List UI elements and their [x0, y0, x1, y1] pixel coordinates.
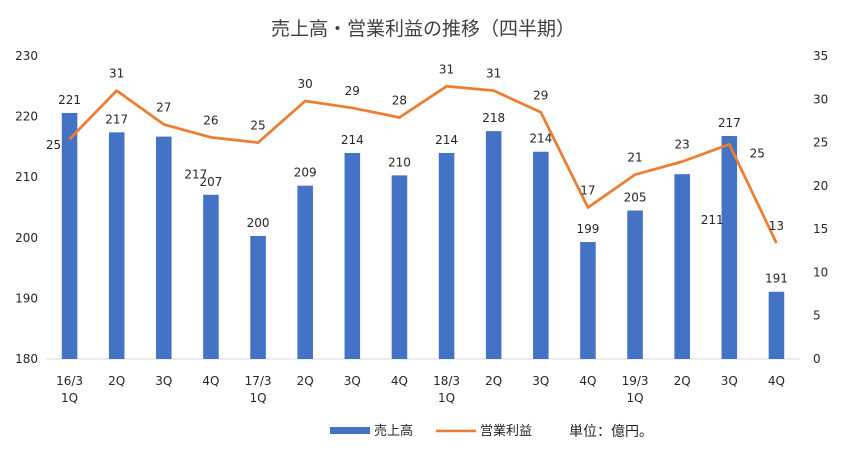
x-tick-label: 3Q [344, 374, 361, 388]
unit-note: 単位：億円。 [569, 424, 653, 440]
line-data-label: 21 [627, 151, 642, 165]
y-right-tick-label: 15 [813, 222, 828, 236]
x-tick-label: 4Q [202, 374, 219, 388]
bar [62, 113, 78, 359]
legend-label-sales: 売上高 [374, 423, 413, 439]
bar [722, 136, 738, 359]
line-data-label: 26 [203, 113, 218, 127]
bar [203, 195, 219, 359]
legend-label-operating-profit: 営業利益 [480, 423, 532, 439]
y-right-tick-label: 0 [813, 352, 821, 366]
bar [392, 175, 408, 359]
y-left-tick-label: 180 [15, 352, 38, 366]
x-tick-label: 1Q [250, 391, 267, 405]
line-data-label: 25 [46, 138, 61, 152]
y-left-tick-label: 220 [15, 110, 38, 124]
bar [345, 153, 361, 359]
chart-title: 売上高・営業利益の推移（四半期） [271, 18, 575, 40]
bar-data-label: 211 [701, 213, 724, 227]
bar-data-label: 214 [529, 132, 552, 146]
line-data-label: 31 [439, 62, 454, 76]
bar-data-label: 217 [105, 112, 128, 126]
line-data-label: 25 [250, 119, 265, 133]
y-right-tick-label: 10 [813, 265, 828, 279]
bar [533, 152, 549, 359]
line-data-label: 30 [298, 77, 313, 91]
bar-data-label: 221 [58, 93, 81, 107]
x-tick-label: 2Q [297, 374, 314, 388]
line-data-label: 29 [533, 88, 548, 102]
x-tick-label: 19/3 [622, 374, 649, 388]
line-data-label: 17 [580, 184, 595, 198]
legend-swatch-sales [330, 427, 370, 434]
bar [250, 236, 266, 359]
x-tick-label: 18/3 [433, 374, 460, 388]
bar [109, 132, 125, 359]
line-data-label: 25 [750, 146, 765, 160]
line-data-label: 27 [156, 100, 171, 114]
y-right-tick-label: 25 [813, 136, 828, 150]
y-right-tick-label: 30 [813, 92, 828, 106]
bar-data-label: 191 [765, 272, 788, 286]
bar-data-label: 209 [294, 166, 317, 180]
bar [156, 137, 172, 359]
bar-data-label: 200 [247, 216, 270, 230]
x-tick-label: 2Q [108, 374, 125, 388]
line-data-label: 31 [109, 67, 124, 81]
bar [297, 186, 313, 359]
bar [580, 242, 596, 359]
y-right-tick-label: 5 [813, 309, 821, 323]
bar [674, 174, 690, 359]
x-tick-label: 17/3 [245, 374, 272, 388]
y-right-tick-label: 20 [813, 179, 828, 193]
bar-data-label: 218 [482, 111, 505, 125]
line-data-label: 31 [486, 67, 501, 81]
bar-data-label: 214 [341, 133, 364, 147]
bar [769, 292, 785, 359]
line-data-label: 13 [769, 219, 784, 233]
line-data-label: 28 [392, 93, 407, 107]
x-tick-label: 3Q [532, 374, 549, 388]
x-tick-label: 3Q [155, 374, 172, 388]
bar [486, 131, 502, 359]
line-data-label: 29 [345, 84, 360, 98]
x-tick-label: 1Q [438, 391, 455, 405]
operating-profit-line [70, 86, 777, 243]
bar-data-label: 207 [199, 175, 222, 189]
bar [439, 153, 455, 359]
y-left-tick-label: 190 [15, 291, 38, 305]
line-series [70, 86, 777, 243]
legend: 売上高 営業利益 [330, 423, 532, 439]
bar-data-label: 205 [624, 191, 647, 205]
line-data-label: 23 [675, 138, 690, 152]
bar-data-label: 214 [435, 133, 458, 147]
x-tick-label: 2Q [674, 374, 691, 388]
bar-data-label: 210 [388, 155, 411, 169]
x-tick-label: 4Q [768, 374, 785, 388]
y-left-tick-label: 210 [15, 170, 38, 184]
y-right-tick-label: 35 [813, 49, 828, 63]
x-tick-label: 2Q [485, 374, 502, 388]
bar-data-label: 217 [718, 116, 741, 130]
x-tick-label: 1Q [61, 391, 78, 405]
y-left-tick-label: 230 [15, 49, 38, 63]
x-tick-label: 3Q [721, 374, 738, 388]
y-left-tick-label: 200 [15, 231, 38, 245]
bar [627, 211, 643, 359]
x-tick-label: 16/3 [56, 374, 83, 388]
x-tick-label: 1Q [627, 391, 644, 405]
bar-data-label: 199 [576, 222, 599, 236]
x-tick-label: 4Q [579, 374, 596, 388]
x-tick-label: 4Q [391, 374, 408, 388]
